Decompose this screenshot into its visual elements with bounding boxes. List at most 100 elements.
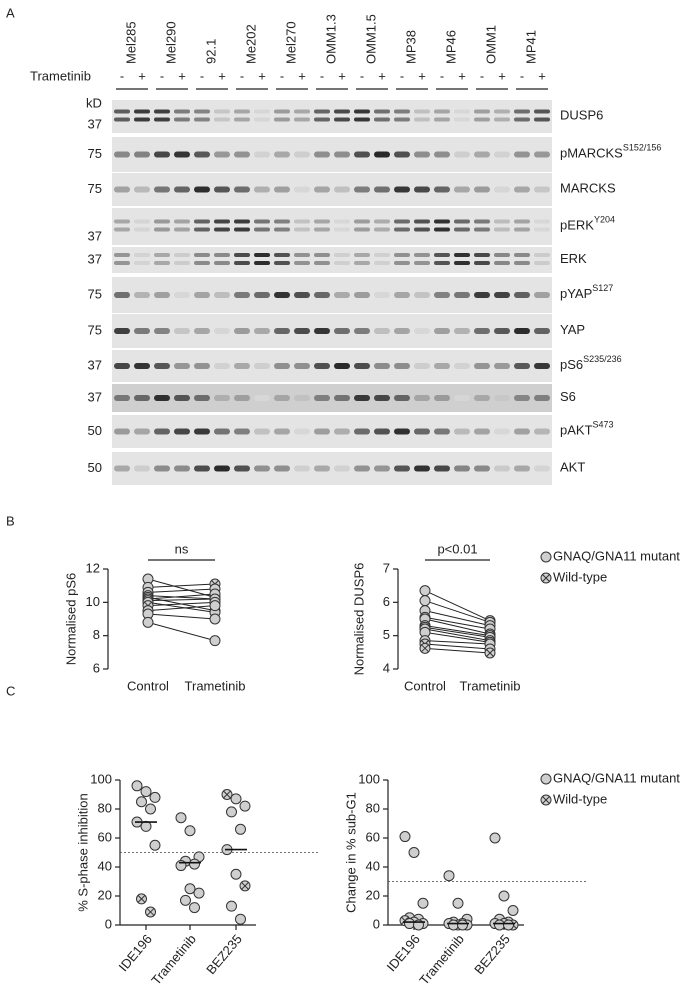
band [254, 363, 270, 369]
size-marker: 37 [88, 357, 102, 372]
treatment-sign: + [498, 68, 506, 83]
point-circle [149, 791, 161, 803]
band [234, 261, 250, 265]
pair-line [424, 628, 491, 642]
band [334, 428, 350, 435]
band [294, 186, 310, 193]
treatment-sign: - [200, 68, 204, 83]
band [274, 428, 290, 435]
band [474, 253, 490, 257]
band [374, 186, 390, 193]
band [334, 261, 350, 265]
treatment-sign: - [440, 68, 444, 83]
band [274, 186, 290, 193]
band [174, 219, 190, 224]
blot-modification: S127 [592, 283, 613, 293]
blot-label: pMARCKSS152/156 [560, 143, 661, 161]
band [254, 328, 270, 334]
band [174, 253, 190, 257]
blot-label: DUSP6 [560, 108, 603, 123]
band [254, 465, 270, 472]
cell-line-label: Me202 [243, 24, 258, 64]
band [534, 328, 550, 334]
band [334, 219, 350, 224]
band [114, 186, 130, 193]
treatment-sign: - [400, 68, 404, 83]
band [134, 363, 150, 369]
band [174, 465, 190, 472]
band [354, 395, 370, 401]
band [374, 117, 390, 122]
band [274, 151, 290, 158]
band [494, 328, 510, 334]
treatment-sign: - [240, 68, 244, 83]
band [394, 465, 410, 472]
legend-label: Wild-type [553, 569, 607, 584]
band [194, 363, 210, 369]
band [434, 109, 450, 114]
band [394, 117, 410, 122]
legend-cross [542, 574, 550, 582]
mutant-point [142, 616, 154, 628]
blot-name: ERK [560, 251, 587, 266]
treatment-sign: - [280, 68, 284, 83]
band [254, 292, 270, 298]
band [154, 465, 170, 472]
treatment-sign: - [160, 68, 164, 83]
band [234, 395, 250, 401]
blot-name: pYAP [560, 286, 592, 301]
cell-line-label: 92.1 [203, 39, 218, 64]
band [374, 227, 390, 232]
band [194, 186, 210, 193]
band [294, 219, 310, 224]
band [214, 186, 230, 193]
treatment-sign: - [360, 68, 364, 83]
band [494, 186, 510, 193]
band [534, 261, 550, 265]
band [534, 186, 550, 193]
band [454, 292, 470, 298]
pair-line [424, 643, 491, 650]
band [214, 219, 230, 224]
y-tick-label: 4 [383, 660, 390, 675]
point-circle [498, 890, 510, 902]
wild-type-point [145, 906, 156, 918]
mutant-point [226, 900, 237, 912]
band [214, 253, 230, 257]
blot-name: DUSP6 [560, 108, 603, 123]
pair-line [424, 647, 491, 654]
blot-modification: Y204 [594, 215, 615, 225]
band [434, 328, 450, 334]
band [374, 261, 390, 265]
band [114, 227, 130, 232]
band [454, 151, 470, 158]
pair-line [424, 640, 491, 645]
band [234, 117, 250, 122]
legend-marker [540, 773, 552, 785]
point-circle [189, 858, 200, 870]
band [194, 117, 210, 122]
mutant-point [235, 913, 246, 925]
x-tick-label: IDE196 [384, 931, 423, 974]
band [314, 328, 330, 334]
band [194, 465, 210, 472]
treatment-sign: + [418, 68, 426, 83]
band [514, 328, 530, 334]
mutant-point [399, 831, 411, 843]
band [154, 395, 170, 401]
band [174, 186, 190, 193]
band [274, 328, 290, 334]
band [514, 253, 530, 257]
band [374, 253, 390, 257]
band [534, 253, 550, 257]
band [494, 261, 510, 265]
band [174, 227, 190, 232]
band [234, 328, 250, 334]
y-tick-label: 60 [98, 829, 112, 844]
band [474, 428, 490, 435]
band [494, 465, 510, 472]
mutant-point [140, 786, 152, 798]
band [274, 117, 290, 122]
x-tick-label: Trametinib [148, 931, 199, 987]
wild-type-point [136, 893, 147, 905]
